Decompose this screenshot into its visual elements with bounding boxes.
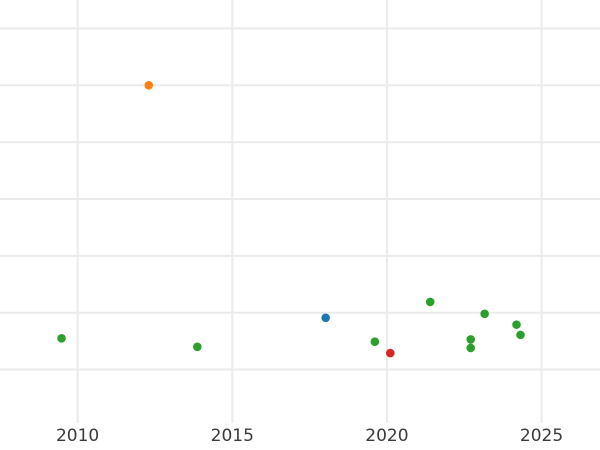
x-tick-label: 2015	[211, 426, 254, 446]
data-point-blue-series	[321, 313, 330, 323]
data-point-green-series	[466, 335, 476, 344]
data-point-green-series	[370, 337, 380, 346]
data-point-green-series	[466, 343, 476, 353]
data-point-green-series	[57, 333, 66, 343]
data-point-green-series	[425, 297, 435, 307]
data-point-green-series	[516, 330, 525, 340]
data-point-orange-series	[144, 80, 154, 90]
x-tick-label: 2010	[56, 426, 99, 446]
data-point-green-series	[512, 320, 521, 329]
data-point-green-series	[480, 309, 489, 319]
x-tick-label: 2025	[520, 426, 563, 446]
x-tick-label: 2020	[365, 426, 408, 446]
data-point-green-series	[193, 342, 202, 352]
data-point-red-series	[386, 348, 395, 358]
